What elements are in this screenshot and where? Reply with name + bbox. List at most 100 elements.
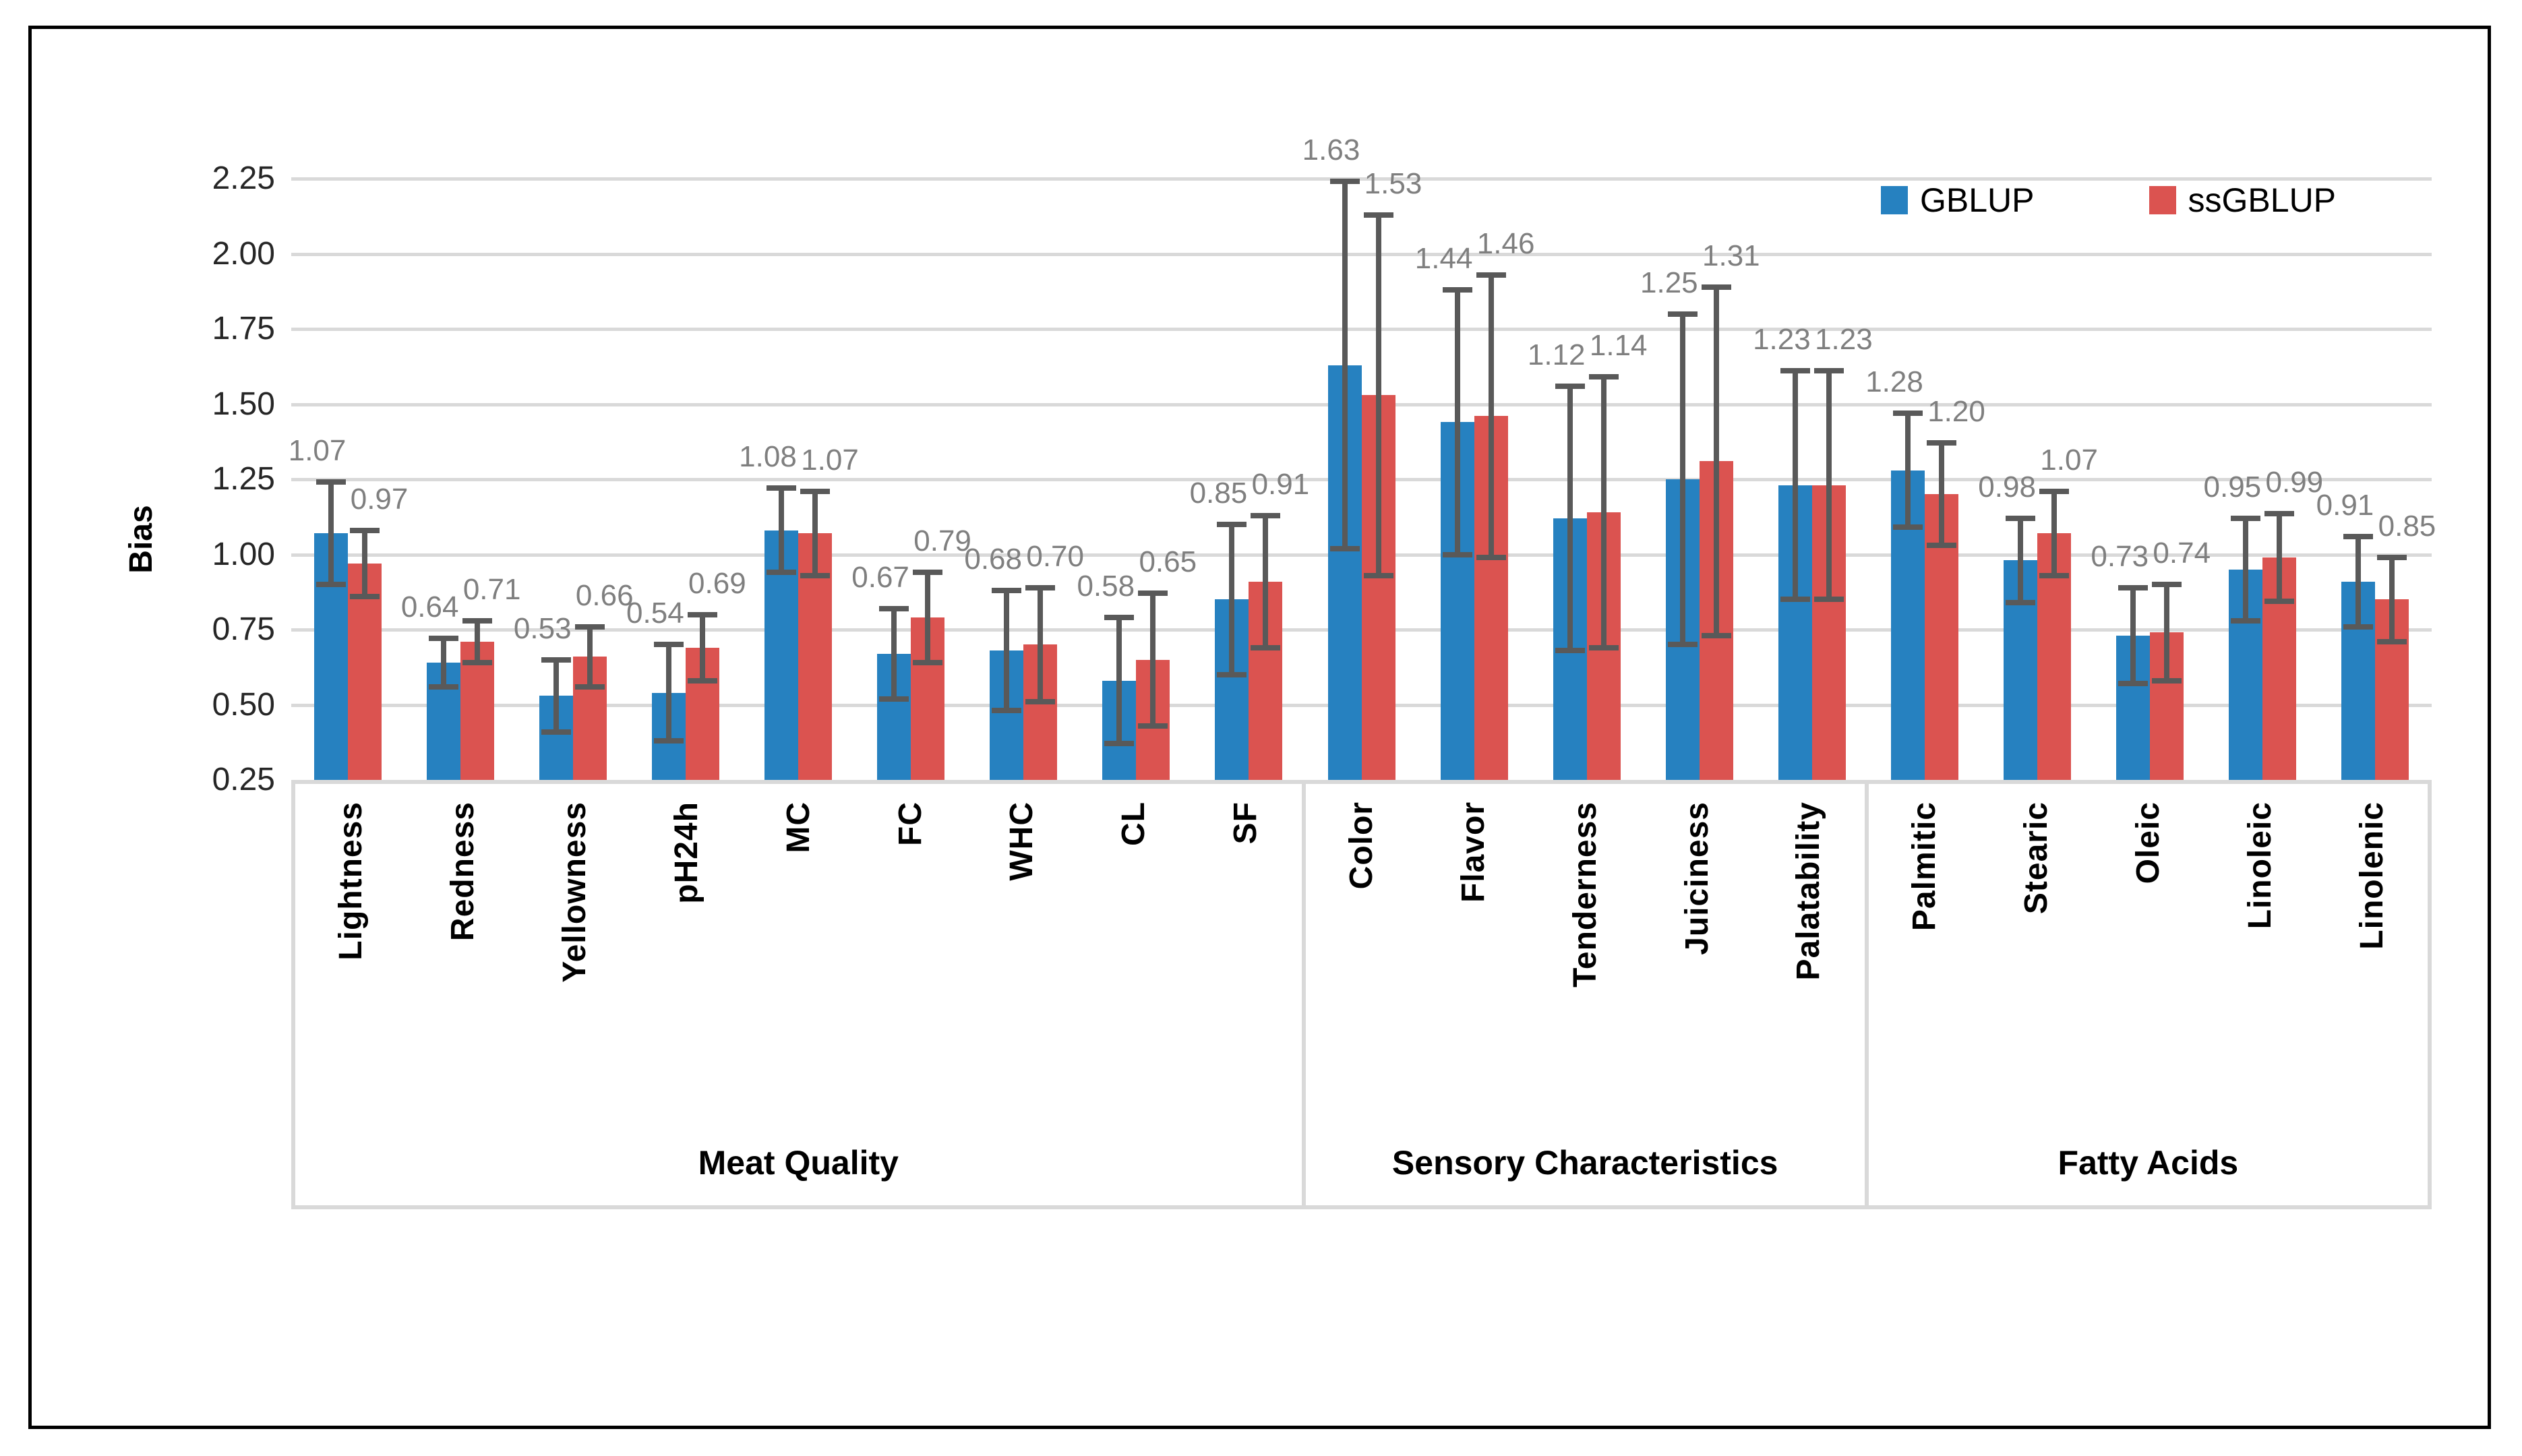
- error-bar-cap: [653, 642, 684, 648]
- error-bar-cap: [1667, 642, 1698, 648]
- trait-cell: Lightness: [295, 784, 407, 1205]
- error-bar: [778, 488, 784, 573]
- legend-item: ssGBLUP: [2149, 181, 2336, 220]
- error-bar-cap: [1442, 551, 1472, 557]
- group-label-meat-quality: Meat Quality: [698, 1144, 899, 1182]
- error-bar-cap: [316, 582, 346, 588]
- data-label: 0.66: [575, 578, 634, 612]
- data-label: 0.64: [400, 590, 459, 624]
- error-bar-cap: [992, 708, 1022, 714]
- error-bar-cap: [1588, 644, 1619, 650]
- trait-cell: MC: [742, 784, 854, 1205]
- error-bar: [1150, 593, 1156, 726]
- error-bar: [1826, 371, 1832, 600]
- figure-border: [28, 26, 2491, 1429]
- error-bar-cap: [653, 738, 684, 744]
- trait-cell: Redness: [407, 784, 519, 1205]
- error-bar-cap: [1476, 554, 1506, 560]
- data-label: 1.14: [1589, 329, 1648, 363]
- error-bar-cap: [428, 684, 458, 690]
- error-bar-cap: [1138, 723, 1168, 729]
- trait-label-row: Lightness Redness Yellowness pH24h MC FC WHC CL…: [295, 784, 1302, 1205]
- error-bar: [1454, 290, 1460, 555]
- data-label: 1.20: [1927, 395, 1985, 429]
- gridline: [291, 177, 2432, 181]
- data-label: 1.28: [1865, 365, 1923, 398]
- error-bar-cap: [2039, 488, 2070, 494]
- error-bar-cap: [1667, 311, 1698, 317]
- error-bar: [2277, 514, 2283, 601]
- error-bar: [1905, 413, 1911, 528]
- trait-cell: FC: [854, 784, 966, 1205]
- trait-cell: Stearic: [1981, 784, 2093, 1205]
- error-bar: [2051, 491, 2058, 576]
- data-label: 0.98: [1978, 470, 2036, 504]
- error-bar-cap: [1701, 284, 1731, 290]
- error-bar-cap: [2039, 572, 2070, 578]
- legend-item: GBLUP: [1881, 181, 2035, 220]
- gridline: [291, 252, 2432, 256]
- error-bar: [1229, 524, 1235, 675]
- error-bar-cap: [541, 729, 571, 735]
- data-label: 0.99: [2265, 466, 2324, 499]
- trait-cell: pH24h: [631, 784, 743, 1205]
- trait-label-redness: Redness: [445, 801, 481, 942]
- error-bar-cap: [462, 660, 492, 666]
- trait-label-fc: FC: [892, 801, 928, 846]
- error-bar-cap: [687, 611, 717, 617]
- trait-label-whc: WHC: [1004, 801, 1040, 881]
- error-bar-cap: [1442, 287, 1472, 293]
- trait-label-linolenic: Linolenic: [2353, 801, 2390, 950]
- trait-cell: Linoleic: [2204, 784, 2316, 1205]
- y-tick-label: 2.00: [212, 235, 275, 272]
- error-bar: [891, 608, 897, 699]
- trait-cell: SF: [1190, 784, 1302, 1205]
- error-bar-cap: [1555, 648, 1585, 654]
- data-label: 0.54: [626, 597, 684, 630]
- error-bar-cap: [1251, 512, 1281, 518]
- data-label: 0.85: [2378, 509, 2436, 543]
- error-bar-cap: [879, 696, 909, 702]
- data-label: 0.91: [2316, 488, 2374, 522]
- y-tick-label: 1.00: [212, 536, 275, 572]
- trait-cell: Tenderness: [1529, 784, 1641, 1205]
- error-bar-cap: [349, 527, 380, 533]
- error-bar-cap: [1329, 545, 1360, 551]
- trait-cell: Color: [1306, 784, 1418, 1205]
- error-bar-cap: [800, 488, 830, 494]
- error-bar-cap: [1780, 597, 1810, 603]
- error-bar: [2355, 536, 2362, 627]
- error-bar-cap: [766, 485, 796, 491]
- trait-cell: CL: [1078, 784, 1190, 1205]
- trait-label-row: Color Flavor Tenderness Juiciness Palatabili…: [1306, 784, 1865, 1205]
- error-bar: [1038, 587, 1044, 702]
- error-bar-cap: [766, 570, 796, 576]
- error-bar-cap: [349, 593, 380, 599]
- error-bar: [1567, 386, 1573, 651]
- data-label: 1.07: [2040, 443, 2098, 477]
- error-bar: [1679, 313, 1685, 645]
- trait-label-sf: SF: [1228, 801, 1264, 845]
- data-label: 0.67: [851, 560, 909, 594]
- error-bar-cap: [541, 657, 571, 663]
- data-label: 1.53: [1364, 166, 1422, 200]
- trait-cell: Oleic: [2092, 784, 2204, 1205]
- error-bar-cap: [2343, 533, 2374, 539]
- data-label: 0.65: [1139, 545, 1197, 579]
- error-bar: [2130, 587, 2136, 684]
- data-label: 0.58: [1077, 570, 1135, 603]
- error-bar: [812, 491, 818, 576]
- y-tick-label: 2.25: [212, 160, 275, 196]
- error-bar: [1342, 181, 1348, 549]
- plot-area: 1.07 0.64 0.53 0.54 1.08 0.67 0.68 0.58 0.85 1.63…: [289, 133, 2436, 780]
- trait-label-tenderness: Tenderness: [1567, 801, 1603, 988]
- data-label: 1.23: [1815, 323, 1873, 357]
- error-bar-cap: [2377, 554, 2407, 560]
- legend: GBLUP ssGBLUP: [1881, 181, 2336, 220]
- data-label: 0.70: [1026, 539, 1084, 573]
- category-group-sensory-characteristics: Color Flavor Tenderness Juiciness Palatabili…: [1306, 784, 1869, 1205]
- error-bar-cap: [1476, 272, 1506, 278]
- error-bar: [1939, 443, 1945, 546]
- error-bar-cap: [316, 479, 346, 485]
- error-bar: [440, 638, 446, 687]
